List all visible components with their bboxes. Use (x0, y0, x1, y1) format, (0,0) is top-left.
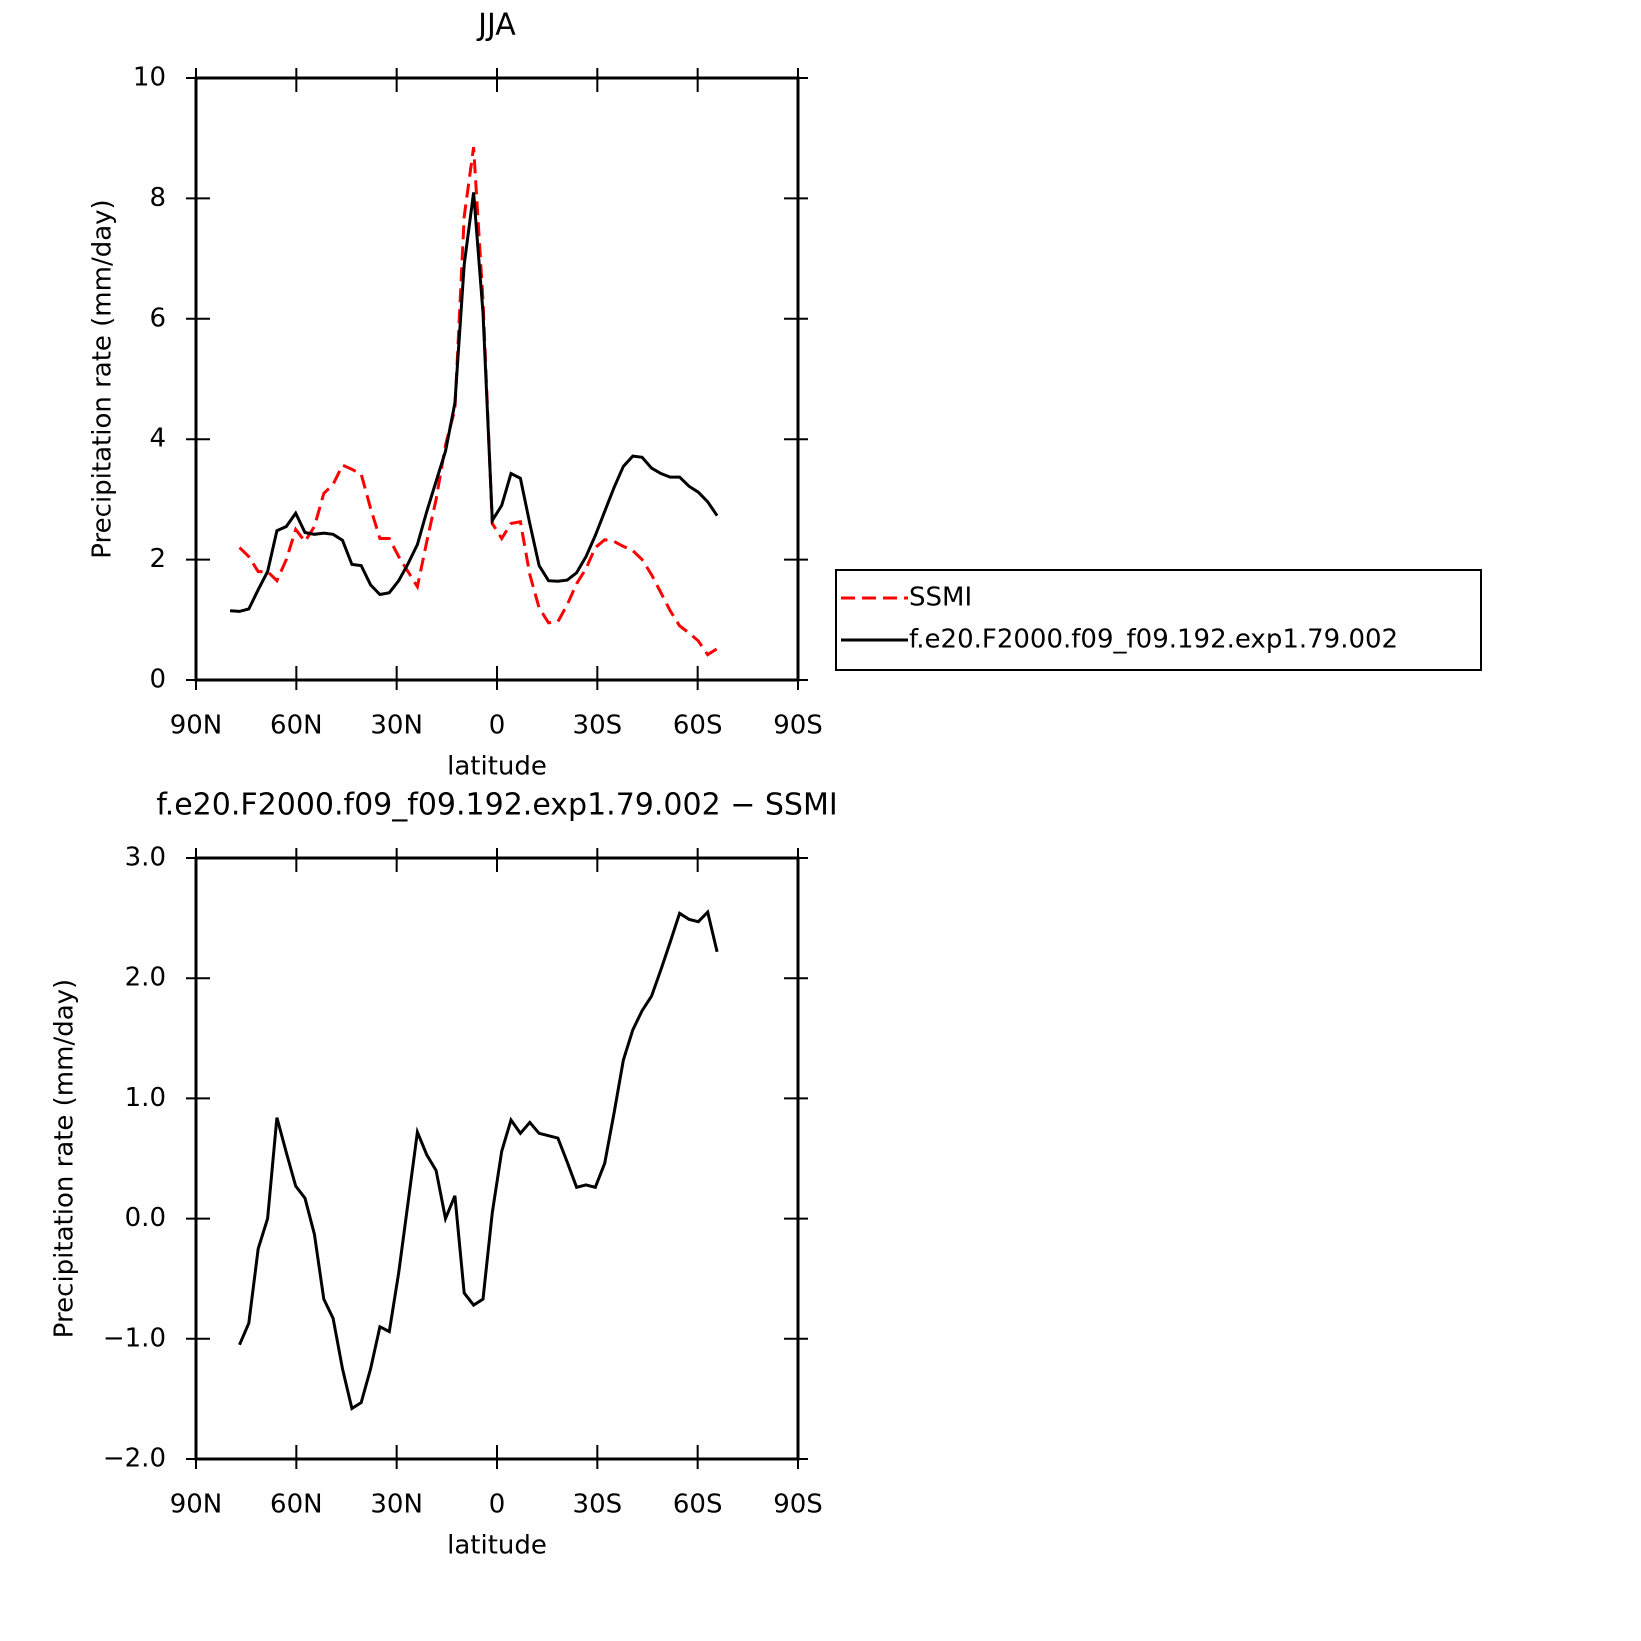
legend-label: SSMI (909, 583, 972, 613)
x-tick-label: 0 (489, 1490, 506, 1520)
y-tick-label: 10 (133, 63, 166, 93)
data-line (238, 909, 719, 1411)
chart-title: JJA (476, 8, 516, 43)
y-tick-label: 2 (149, 544, 166, 574)
x-axis-label: latitude (447, 1531, 547, 1561)
x-axis-label: latitude (447, 752, 547, 782)
x-tick-label: 60S (673, 1490, 723, 1520)
x-tick-label: 30S (573, 1490, 623, 1520)
y-tick-label: 0 (149, 665, 166, 695)
y-axis-label: Precipitation rate (mm/day) (88, 199, 118, 558)
x-tick-label: 90S (773, 711, 823, 741)
data-line (238, 146, 718, 657)
x-tick-label: 90N (170, 1490, 223, 1520)
y-tick-label: 4 (149, 424, 166, 454)
y-tick-label: 2.0 (125, 963, 166, 993)
chart-title: f.e20.F2000.f09_f09.192.exp1.79.002 − SS… (156, 788, 837, 823)
y-tick-label: 3.0 (125, 843, 166, 873)
x-tick-label: 30N (370, 711, 423, 741)
y-tick-label: 0.0 (125, 1203, 166, 1233)
plot-frame (194, 856, 800, 1461)
y-tick-label: 8 (149, 183, 166, 213)
y-tick-label: −1.0 (103, 1323, 166, 1353)
data-line (230, 192, 719, 613)
y-tick-label: −2.0 (103, 1444, 166, 1474)
y-tick-label: 6 (149, 303, 166, 333)
plot-frame (194, 76, 800, 682)
legend-label: f.e20.F2000.f09_f09.192.exp1.79.002 (909, 625, 1398, 655)
x-tick-label: 0 (489, 711, 506, 741)
x-tick-label: 60N (270, 711, 323, 741)
x-tick-label: 30S (573, 711, 623, 741)
x-tick-label: 30N (370, 1490, 423, 1520)
y-tick-label: 1.0 (125, 1083, 166, 1113)
x-tick-label: 60S (673, 711, 723, 741)
y-axis-label: Precipitation rate (mm/day) (50, 979, 80, 1338)
x-tick-label: 90N (170, 711, 223, 741)
x-tick-label: 60N (270, 1490, 323, 1520)
x-tick-label: 90S (773, 1490, 823, 1520)
legend-box (835, 569, 1482, 671)
